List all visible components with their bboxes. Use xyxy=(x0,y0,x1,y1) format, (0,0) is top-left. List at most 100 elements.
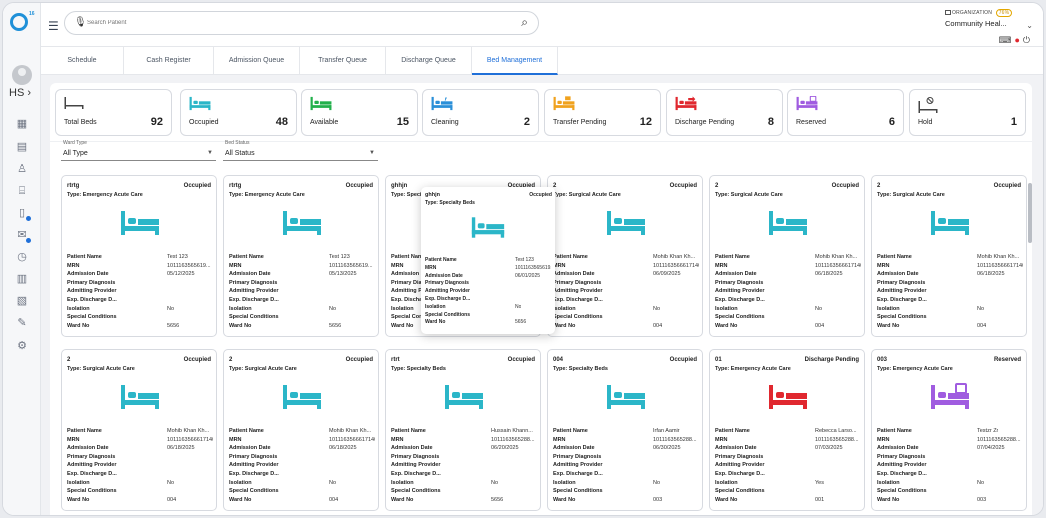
bed-icon xyxy=(120,208,160,243)
document-icon[interactable]: ▯ xyxy=(15,206,31,221)
bed-icon xyxy=(930,208,970,243)
keyboard-icon[interactable]: ⌨ xyxy=(998,35,1015,45)
bed-card[interactable]: rtrtg Occupied Type: Emergency Acute Care P… xyxy=(223,175,379,337)
stat-card-total-beds[interactable]: Total Beds 92 xyxy=(55,89,172,136)
logout-icon[interactable]: ⏻ xyxy=(1022,35,1033,45)
bed-number: 2 xyxy=(229,357,233,363)
bed-number: 004 xyxy=(553,357,564,363)
field-value: Hussain Khann... xyxy=(491,428,533,434)
bed-type: Type: Emergency Acute Care xyxy=(229,192,305,198)
field-row: MRN 1011163566617140 xyxy=(715,263,861,272)
field-row: Special Conditions xyxy=(553,488,697,497)
clock-icon[interactable]: ◷ xyxy=(17,251,27,263)
user-icon[interactable]: ♙ xyxy=(17,163,27,175)
field-row: Special Conditions xyxy=(877,314,1021,323)
settings-icon[interactable]: ⚙ xyxy=(17,340,27,352)
field-row: Special Conditions xyxy=(553,314,697,323)
field-row: Admitting Provider xyxy=(877,288,1021,297)
ward-type-select[interactable]: Ward Type All Type ▼ xyxy=(61,140,216,161)
field-row: Exp. Discharge D... xyxy=(391,297,535,306)
field-label: Patient Name xyxy=(715,254,750,260)
bed-icon xyxy=(606,382,646,417)
bed-card[interactable]: 2 Occupied Type: Surgical Acute Care Patien… xyxy=(871,175,1027,337)
field-value: 05/12/2025 xyxy=(167,271,195,278)
search-icon[interactable]: ⌕ xyxy=(521,15,528,29)
patient-details: Patient Name Hussain Khann... MRN 101116356… xyxy=(391,428,535,505)
search-bar[interactable]: 🎙 ⌕ xyxy=(64,11,539,35)
field-row: MRN 1011163566617140 xyxy=(877,263,1023,272)
mail-icon[interactable]: ✉ xyxy=(15,228,31,243)
bed-icon xyxy=(471,215,505,245)
field-label: Admission Date xyxy=(877,271,919,278)
field-label: Primary Diagnosis xyxy=(715,453,764,460)
field-label: Ward No xyxy=(391,496,414,503)
tab-bed-management[interactable]: Bed Management xyxy=(472,47,558,75)
field-row: Ward No 004 xyxy=(229,497,373,506)
field-label: Special Conditions xyxy=(229,314,279,321)
patient-details: Patient Name Mohib Khan Kh... MRN 101116356… xyxy=(877,254,1023,331)
stat-card-reserved[interactable]: Reserved 6 xyxy=(787,89,904,136)
stat-card-occupied[interactable]: Occupied 48 xyxy=(180,89,297,136)
field-label: Admitting Provider xyxy=(715,288,765,295)
search-input[interactable] xyxy=(87,15,487,31)
field-label: Isolation xyxy=(391,479,414,486)
stat-card-transfer-pending[interactable]: Transfer Pending 12 xyxy=(544,89,661,136)
tab-admission-queue[interactable]: Admission Queue xyxy=(214,47,300,75)
report-icon[interactable]: ▧ xyxy=(16,295,28,307)
scrollbar[interactable] xyxy=(1028,183,1032,243)
building-icon[interactable]: ▤ xyxy=(16,141,28,153)
bed-card[interactable]: 01 Discharge Pending Type: Emergency Acute… xyxy=(709,349,865,511)
field-row: Primary Diagnosis xyxy=(391,454,535,463)
field-row: Special Conditions xyxy=(391,314,535,323)
bed-card[interactable]: rtrt Occupied Type: Specialty Beds Patient … xyxy=(385,349,541,511)
bed-card[interactable]: 2 Occupied Type: Surgical Acute Care Patien… xyxy=(547,175,703,337)
field-label: Admission Date xyxy=(425,272,463,279)
app-logo[interactable]: 16 xyxy=(10,11,35,35)
field-value: 1011163565619... xyxy=(515,264,551,271)
tab-schedule[interactable]: Schedule xyxy=(41,47,124,75)
tab-transfer-queue[interactable]: Transfer Queue xyxy=(300,47,386,75)
tab-cash-register[interactable]: Cash Register xyxy=(124,47,214,75)
field-label: Primary Diagnosis xyxy=(229,453,278,460)
notification-icon[interactable]: ● xyxy=(1014,35,1023,45)
bed-card[interactable]: rtrtg Occupied Type: Emergency Acute Care P… xyxy=(61,175,217,337)
bed-icon[interactable]: ⌸ xyxy=(18,185,26,197)
field-label: Admitting Provider xyxy=(229,288,279,295)
field-value: 004 xyxy=(167,496,177,503)
stat-label: Occupied xyxy=(189,119,219,126)
microphone-icon[interactable]: 🎙 xyxy=(74,17,87,28)
field-row: Exp. Discharge D... xyxy=(229,297,373,306)
field-value: Mohib Khan Kh... xyxy=(815,254,858,260)
field-label: MRN xyxy=(67,262,80,269)
user-initials[interactable]: HS › xyxy=(9,87,32,99)
bed-card[interactable]: 2 Occupied Type: Surgical Acute Care Patien… xyxy=(61,349,217,511)
stat-card-cleaning[interactable]: Cleaning 2 xyxy=(422,89,539,136)
organization-selector[interactable]: ORGANIZATION 76% Community Heal... ⌄ ⌨●⏻ xyxy=(945,9,1033,45)
avatar[interactable] xyxy=(12,65,32,85)
field-label: Exp. Discharge D... xyxy=(877,470,927,477)
field-value: 07/03/2025 xyxy=(815,445,843,452)
field-label: Ward No xyxy=(553,496,576,503)
bed-card[interactable]: 2 Occupied Type: Surgical Acute Care Patien… xyxy=(223,349,379,511)
chevron-down-icon[interactable]: ⌄ xyxy=(1026,21,1033,30)
field-row: MRN 1011163566617140 xyxy=(67,437,213,446)
bed-card[interactable]: 2 Occupied Type: Surgical Acute Care Patien… xyxy=(709,175,865,337)
field-label: Special Conditions xyxy=(553,314,603,321)
bed-status-select[interactable]: Bed Status All Status ▼ xyxy=(223,140,378,161)
top-bar: ☰ 🎙 ⌕ ORGANIZATION 76% Community Heal...… xyxy=(41,3,1043,47)
stat-card-hold[interactable]: Hold 1 xyxy=(909,89,1026,136)
bed-card[interactable]: 003 Reserved Type: Emergency Acute Care Pat… xyxy=(871,349,1027,511)
menu-icon[interactable]: ☰ xyxy=(48,19,59,33)
bed-card[interactable]: 004 Occupied Type: Specialty Beds Patient N… xyxy=(547,349,703,511)
field-value: 06/09/2025 xyxy=(653,271,681,278)
edit-icon[interactable]: ✎ xyxy=(17,317,27,329)
field-row: Admitting Provider xyxy=(67,288,211,297)
stat-label: Available xyxy=(310,119,339,126)
dashboard-icon[interactable]: ▦ xyxy=(16,118,28,130)
stat-card-available[interactable]: Available 15 xyxy=(301,89,418,136)
tab-discharge-queue[interactable]: Discharge Queue xyxy=(386,47,472,75)
field-label: MRN xyxy=(229,262,242,269)
clipboard-icon[interactable]: ▥ xyxy=(16,273,28,285)
stat-card-discharge-pending[interactable]: Discharge Pending 8 xyxy=(666,89,783,136)
field-row: Admission Date 06/20/2025 xyxy=(391,445,535,454)
